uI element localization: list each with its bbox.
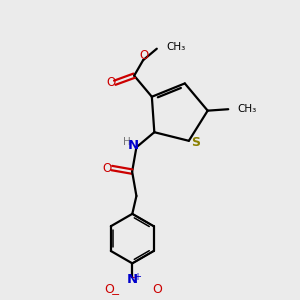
Text: −: − [111, 290, 121, 300]
Text: CH₃: CH₃ [167, 41, 186, 52]
Text: N: N [128, 140, 139, 152]
Text: H: H [123, 137, 131, 147]
Text: CH₃: CH₃ [238, 104, 257, 114]
Text: O: O [139, 49, 148, 62]
Text: N: N [127, 273, 138, 286]
Text: O: O [104, 283, 114, 296]
Text: O: O [106, 76, 115, 89]
Text: O: O [152, 283, 162, 296]
Text: +: + [133, 272, 141, 282]
Text: S: S [191, 136, 200, 149]
Text: O: O [102, 161, 112, 175]
